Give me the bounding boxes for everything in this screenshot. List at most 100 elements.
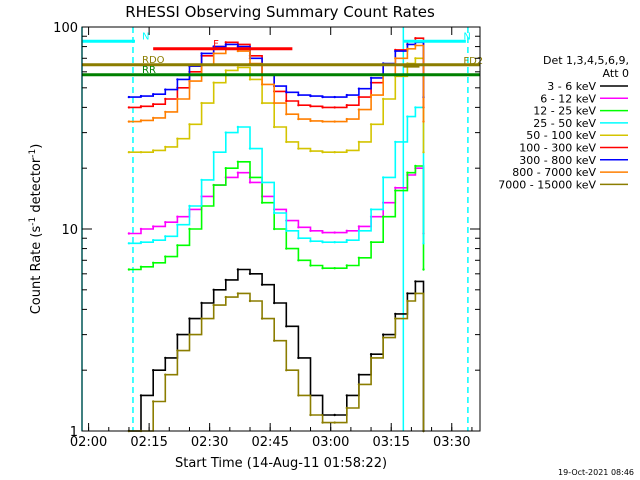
series-point-5-13	[285, 99, 288, 103]
series-point-8-21	[382, 336, 385, 339]
series-point-7-0	[127, 120, 131, 123]
series-point-5-3	[164, 97, 167, 101]
series-point-2-23	[406, 171, 409, 174]
series-point-8-12	[273, 339, 276, 342]
series-point-6-4	[176, 78, 179, 81]
series-point-5-15	[309, 105, 312, 108]
series-point-8-4	[176, 349, 179, 352]
series-point-5-14	[297, 104, 300, 107]
series-point-3-4	[176, 223, 179, 226]
series-point-7-14	[297, 117, 300, 121]
series-point-0-8	[224, 278, 227, 282]
series-point-2-15	[309, 264, 312, 267]
series-point-3-16	[321, 241, 324, 244]
series-point-6-1	[139, 94, 143, 98]
series-point-0-22	[394, 312, 397, 316]
series-point-7-13	[285, 113, 288, 116]
series-point-2-17	[333, 267, 336, 270]
series-point-6-23	[406, 43, 409, 46]
series-point-5-17	[333, 106, 336, 109]
series-line-8	[128, 292, 425, 432]
y-axis-label-sup2: -1	[28, 149, 38, 158]
y-axis-label-main: Count Rate (s	[29, 226, 44, 315]
series-point-4-11	[260, 101, 264, 105]
series-point-7-24	[414, 44, 417, 47]
series-point-3-11	[260, 181, 264, 184]
series-point-4-15	[309, 149, 312, 153]
series-point-7-17	[333, 120, 336, 123]
generation-timestamp: 19-Oct-2021 08:46	[558, 468, 634, 477]
legend-label-2: 12 - 25 keV	[533, 105, 596, 118]
series-point-8-6	[200, 317, 203, 320]
series-point-2-20	[369, 241, 373, 244]
legend-label-7: 800 - 7000 keV	[512, 166, 596, 179]
series-point-8-16	[321, 421, 324, 424]
series-point-5-16	[321, 106, 324, 109]
series-point-5-19	[357, 95, 361, 99]
series-point-2-10	[248, 176, 252, 179]
flag-label-3: RDO	[142, 55, 165, 66]
flag-label-0: N	[142, 31, 149, 42]
y-axis-label: Count Rate (s-1 detector-1)	[28, 144, 44, 315]
series-point-1-10	[248, 181, 252, 184]
series-point-7-5	[188, 79, 191, 83]
legend-header-line2: Att 0	[603, 67, 629, 80]
series-point-2-11	[260, 201, 264, 204]
axes-layer: 02:00 02:15 02:30 02:45 03:00 03:15 03:30 1 10 10…	[53, 21, 480, 450]
series-point-8-20	[369, 356, 373, 360]
series-point-7-3	[164, 110, 167, 114]
series-point-6-7	[212, 45, 215, 48]
series-point-3-0	[127, 242, 131, 245]
series-point-3-8	[224, 131, 227, 134]
series-point-2-16	[321, 267, 324, 270]
series-point-5-1	[139, 105, 143, 108]
series-point-4-17	[333, 151, 336, 154]
series-point-8-3	[164, 373, 167, 376]
series-point-2-22	[394, 189, 397, 192]
series-point-1-14	[297, 226, 300, 229]
series-point-2-3	[164, 255, 167, 258]
series-point-2-4	[176, 244, 179, 247]
series-point-0-20	[369, 353, 373, 356]
series-point-4-0	[127, 151, 131, 154]
series-point-6-13	[285, 91, 288, 94]
series-point-0-14	[297, 356, 300, 360]
series-point-1-17	[333, 231, 336, 234]
series-point-7-20	[369, 93, 373, 97]
x-tick-label-3: 02:45	[251, 435, 288, 450]
series-point-1-1	[139, 227, 143, 231]
series-point-2-9	[236, 160, 240, 163]
series-point-3-5	[188, 204, 191, 208]
chart-title: RHESSI Observing Summary Count Rates	[125, 3, 435, 21]
series-point-2-7	[212, 183, 215, 187]
x-tick-label-5: 03:15	[372, 435, 409, 450]
x-tick-label-4: 03:00	[312, 435, 349, 450]
x-tick-label-2: 02:30	[191, 435, 228, 450]
series-point-3-19	[357, 229, 361, 232]
series-point-6-22	[394, 49, 397, 53]
series-point-0-13	[285, 325, 288, 328]
series-point-4-13	[285, 140, 288, 144]
series-point-7-22	[394, 57, 397, 60]
series-point-4-10	[248, 78, 252, 81]
series-point-8-24	[414, 292, 417, 295]
series-point-5-8	[224, 41, 227, 44]
series-point-0-21	[382, 333, 385, 336]
series-point-3-25	[422, 242, 425, 245]
series-line-2	[128, 161, 425, 271]
series-point-3-3	[164, 235, 167, 238]
series-point-1-18	[345, 229, 348, 232]
series-point-6-18	[345, 93, 348, 97]
series-point-7-19	[357, 108, 361, 111]
series-point-2-13	[285, 247, 288, 250]
series-point-0-1	[139, 394, 143, 397]
series-point-0-17	[333, 413, 336, 417]
series-point-2-12	[273, 227, 276, 231]
series-line-4	[128, 57, 425, 153]
series-point-6-19	[357, 87, 361, 90]
series-point-8-2	[152, 400, 155, 403]
series-point-3-6	[200, 178, 203, 182]
series-point-8-15	[309, 413, 312, 417]
x-axis-label: Start Time (14-Aug-11 01:58:22)	[175, 456, 387, 471]
